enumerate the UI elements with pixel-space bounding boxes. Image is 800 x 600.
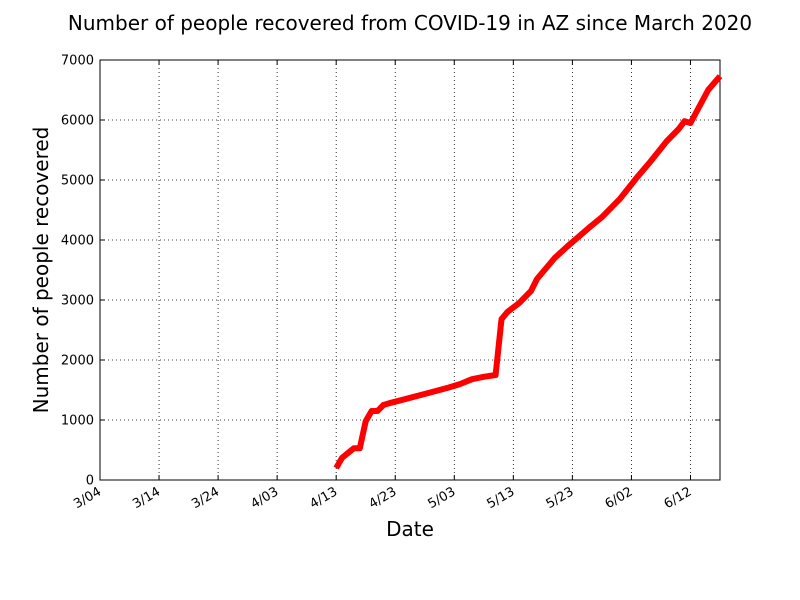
plot-frame bbox=[99, 59, 721, 481]
x-tick-label: 3/14 bbox=[130, 484, 163, 512]
y-tick-label: 4000 bbox=[61, 234, 94, 249]
axis-ticks bbox=[99, 59, 720, 481]
y-tick-label: 5000 bbox=[61, 174, 94, 189]
y-tick-label: 3000 bbox=[61, 294, 94, 309]
x-tick-label: 5/13 bbox=[485, 484, 518, 512]
x-tick-label: 5/23 bbox=[544, 484, 577, 512]
series-line-recovered bbox=[333, 74, 723, 470]
x-tick-label: 4/23 bbox=[366, 484, 399, 512]
y-tick-label: 1000 bbox=[61, 414, 94, 429]
x-tick-label: 4/03 bbox=[248, 484, 281, 512]
x-tick-label: 6/12 bbox=[662, 484, 695, 512]
y-tick-label: 2000 bbox=[61, 354, 94, 369]
x-tick-label: 5/03 bbox=[425, 484, 458, 512]
x-tick-labels: 3/04 3/14 3/24 4/03 4/13 4/23 5/03 5/13 5/23 6/02… bbox=[71, 484, 694, 512]
y-tick-label: 6000 bbox=[61, 114, 94, 129]
x-axis-label: Date bbox=[386, 517, 434, 541]
x-tick-label: 6/02 bbox=[603, 484, 636, 512]
chart-title: Number of people recovered from COVID-19… bbox=[68, 11, 752, 35]
x-tick-label: 3/24 bbox=[189, 484, 222, 512]
x-tick-label: 4/13 bbox=[307, 484, 340, 512]
y-axis-label: Number of people recovered bbox=[29, 127, 53, 414]
grid bbox=[100, 60, 720, 480]
y-tick-labels: 0 1000 2000 3000 4000 5000 6000 7000 bbox=[61, 54, 94, 489]
y-tick-label: 0 bbox=[86, 474, 94, 489]
x-tick-label: 3/04 bbox=[71, 484, 104, 512]
y-tick-label: 7000 bbox=[61, 54, 94, 69]
